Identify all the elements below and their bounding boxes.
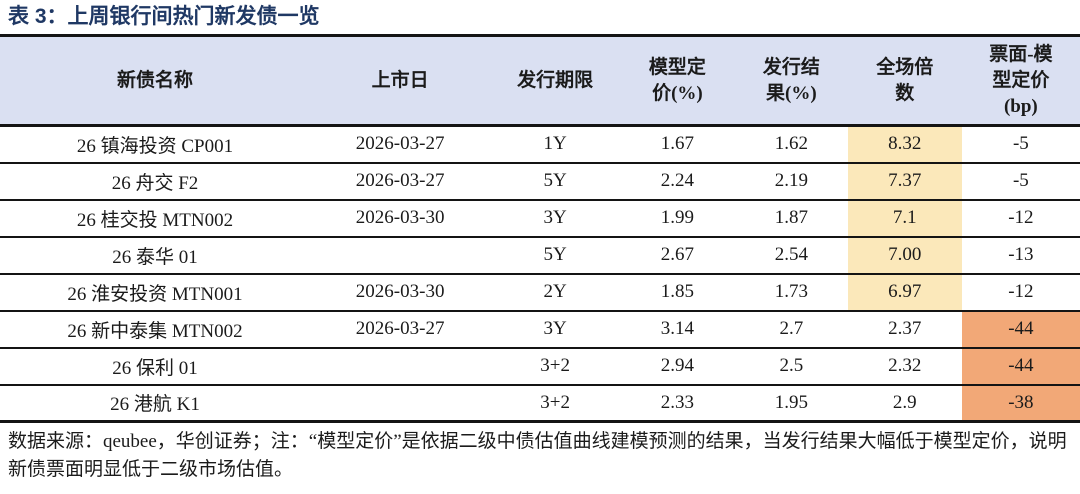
model-price-cell: 2.67 [619,236,735,275]
header-row: 新债名称 上市日 发行期限 模型定 价(%) 发行结 果(%) 全场倍 数票面-模 型定价… [0,35,1080,128]
issue-result-cell: 2.7 [734,310,848,349]
coupon-minus-model-cell: -38 [961,384,1080,424]
coupon-minus-model-cell: -12 [961,199,1080,238]
bond-name-cell: 26 淮安投资 MTN001 [0,273,310,312]
model-price-cell: 3.14 [619,310,735,349]
issue-result-cell: 2.54 [734,236,848,275]
bond-name-cell: 26 港航 K1 [0,384,310,424]
bid-multiple-cell: 2.32 [847,347,962,386]
table-row: 26 舟交 F2 2026-03-27 5Y 2.24 2.19 7.37 -5 [0,162,1080,201]
bid-multiple-cell: 6.97 [847,273,962,312]
col-header-bid-multiple: 全场倍 数 [847,35,962,128]
coupon-minus-model-cell: -44 [961,347,1080,386]
issue-result-cell: 1.62 [734,125,848,164]
coupon-minus-model-cell: -5 [961,162,1080,201]
col-header-bond-name: 新债名称 [0,35,310,128]
issue-result-cell: 2.19 [734,162,848,201]
issue-term-cell: 1Y [490,125,620,164]
model-price-cell: 1.99 [619,199,735,238]
bond-name-cell: 26 舟交 F2 [0,162,310,201]
col-header-model-price: 模型定 价(%) [619,35,735,128]
table-body: 26 镇海投资 CP001 2026-03-27 1Y 1.67 1.62 8.32 -5 2… [0,125,1080,424]
coupon-minus-model-cell: -5 [961,125,1080,164]
bid-multiple-cell: 7.1 [847,199,962,238]
model-price-cell: 2.33 [619,384,735,424]
coupon-minus-model-cell: -12 [961,273,1080,312]
issue-term-cell: 2Y [490,273,620,312]
table-row: 26 淮安投资 MTN001 2026-03-30 2Y 1.85 1.73 6.97 -1… [0,273,1080,312]
issue-result-cell: 1.73 [734,273,848,312]
table-header: 新债名称 上市日 发行期限 模型定 价(%) 发行结 果(%) 全场倍 数票面-模 型定价… [0,35,1080,128]
list-date-cell [309,384,491,424]
model-price-cell: 1.85 [619,273,735,312]
model-price-cell: 2.94 [619,347,735,386]
bond-name-cell: 26 新中泰集 MTN002 [0,310,310,349]
issue-term-cell: 3+2 [490,347,620,386]
issue-term-cell: 3Y [490,310,620,349]
table-row: 26 港航 K1 3+2 2.33 1.95 2.9 -38 [0,384,1080,424]
model-price-cell: 1.67 [619,125,735,164]
bid-multiple-cell: 7.37 [847,162,962,201]
bond-name-cell: 26 镇海投资 CP001 [0,125,310,164]
issue-term-cell: 3+2 [490,384,620,424]
list-date-cell: 2026-03-27 [309,125,491,164]
bond-name-cell: 26 桂交投 MTN002 [0,199,310,238]
bond-name-cell: 26 泰华 01 [0,236,310,275]
list-date-cell: 2026-03-27 [309,310,491,349]
col-header-issue-result: 发行结 果(%) [734,35,848,128]
list-date-cell [309,347,491,386]
bond-name-cell: 26 保利 01 [0,347,310,386]
model-price-cell: 2.24 [619,162,735,201]
issue-term-cell: 5Y [490,236,620,275]
issue-result-cell: 1.87 [734,199,848,238]
list-date-cell: 2026-03-30 [309,199,491,238]
table-row: 26 泰华 01 5Y 2.67 2.54 7.00 -13 [0,236,1080,275]
col-header-issue-term: 发行期限 [490,35,620,128]
table-title: 表 3：上周银行间热门新发债一览 [8,5,320,28]
issue-term-cell: 3Y [490,199,620,238]
list-date-cell [309,236,491,275]
issue-result-cell: 2.5 [734,347,848,386]
source-footnote: 数据来源：qeubee，华创证券；注：“模型定价”是依据二级中债估值曲线建模预测… [8,431,1067,480]
list-date-cell: 2026-03-30 [309,273,491,312]
bid-multiple-cell: 7.00 [847,236,962,275]
issue-term-cell: 5Y [490,162,620,201]
coupon-minus-model-cell: -44 [961,310,1080,349]
bond-table: 新债名称 上市日 发行期限 模型定 价(%) 发行结 果(%) 全场倍 数票面-模 型定价… [0,34,1080,424]
bid-multiple-cell: 2.9 [847,384,962,424]
col-header-list-date: 上市日 [309,35,491,128]
coupon-minus-model-cell: -13 [961,236,1080,275]
table-row: 26 保利 01 3+2 2.94 2.5 2.32 -44 [0,347,1080,386]
list-date-cell: 2026-03-27 [309,162,491,201]
bid-multiple-cell: 2.37 [847,310,962,349]
table-row: 26 桂交投 MTN002 2026-03-30 3Y 1.99 1.87 7.1 -12 [0,199,1080,238]
issue-result-cell: 1.95 [734,384,848,424]
bid-multiple-cell: 8.32 [847,125,962,164]
table-row: 26 镇海投资 CP001 2026-03-27 1Y 1.67 1.62 8.32 -5 [0,125,1080,164]
col-header-coupon-minus-model: 票面-模 型定价 (bp) [961,35,1080,128]
table-row: 26 新中泰集 MTN002 2026-03-27 3Y 3.14 2.7 2.37 -44 [0,310,1080,349]
